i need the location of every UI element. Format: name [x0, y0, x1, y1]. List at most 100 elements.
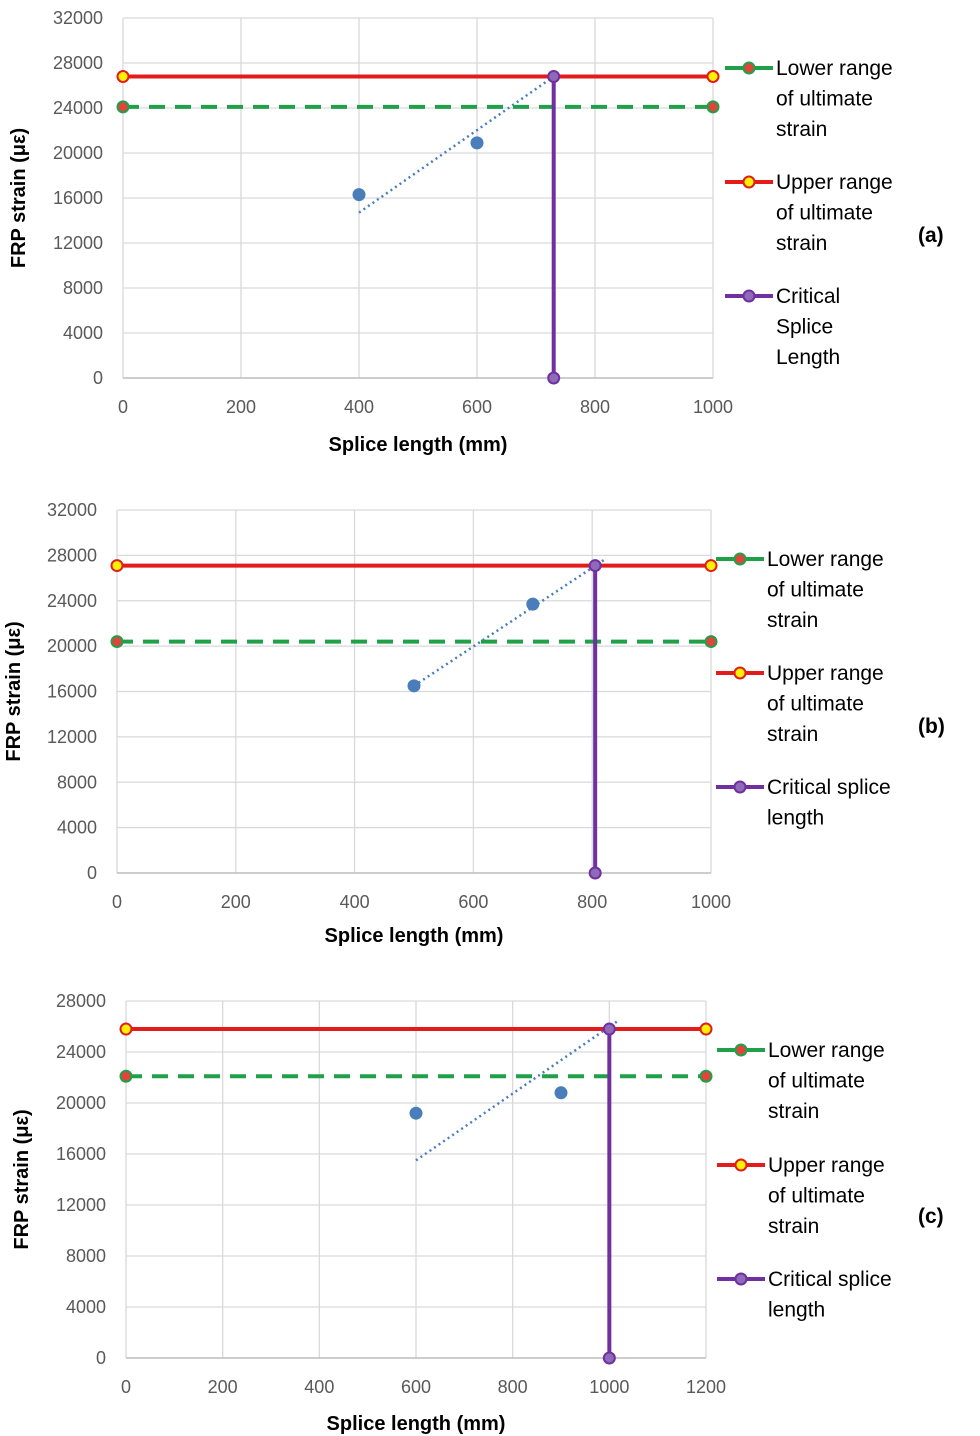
legend-label: length — [768, 1299, 825, 1322]
series-marker — [116, 70, 130, 83]
x-tick-label: 0 — [118, 397, 128, 417]
y-tick-label: 4000 — [66, 1297, 106, 1317]
legend-marker — [733, 780, 747, 794]
legend-label: strain — [767, 723, 818, 746]
y-tick-label: 28000 — [47, 545, 97, 565]
legend-label: Critical splice — [767, 776, 891, 799]
y-tick-label: 4000 — [57, 818, 97, 838]
series-marker — [602, 1022, 616, 1036]
y-tick-label: 0 — [87, 863, 97, 883]
y-tick-label: 8000 — [63, 278, 103, 298]
x-tick-label: 1000 — [691, 892, 731, 912]
legend-label: Upper range — [776, 171, 893, 194]
legend-marker — [734, 1272, 748, 1286]
y-tick-label: 20000 — [53, 143, 103, 163]
trendline — [358, 75, 555, 214]
x-tick-label: 800 — [498, 1377, 528, 1397]
series-marker — [699, 1022, 713, 1036]
legend-marker — [734, 1158, 748, 1172]
legend-marker — [742, 175, 756, 189]
legend-label: of ultimate — [776, 202, 873, 225]
x-tick-label: 400 — [340, 892, 370, 912]
legend-marker — [733, 666, 747, 680]
trendline — [415, 1019, 620, 1162]
x-tick-label: 1000 — [693, 397, 733, 417]
x-tick-label: 1000 — [589, 1377, 629, 1397]
data-point — [409, 1106, 423, 1120]
y-tick-label: 32000 — [53, 8, 103, 28]
series-marker — [704, 635, 718, 649]
chart-panel: 0 4000 8000 12000 16000 20000 24000 28000 0 200 40… — [11, 991, 944, 1435]
series-marker — [116, 100, 130, 114]
legend-label: of ultimate — [767, 693, 864, 716]
x-tick-label: 800 — [577, 892, 607, 912]
series-marker — [110, 635, 124, 649]
data-point — [407, 679, 421, 693]
legend-marker — [742, 289, 756, 303]
legend-label: Lower range — [776, 57, 893, 80]
x-tick-label: 400 — [344, 397, 374, 417]
series-marker — [704, 559, 718, 573]
series-marker — [588, 866, 602, 880]
legend-label: strain — [776, 118, 827, 141]
x-axis-title: Splice length (mm) — [327, 1413, 506, 1435]
y-tick-label: 0 — [93, 368, 103, 388]
data-point — [554, 1086, 568, 1100]
y-tick-label: 32000 — [47, 500, 97, 520]
x-tick-label: 400 — [304, 1377, 334, 1397]
series-marker — [547, 371, 561, 385]
x-axis-title: Splice length (mm) — [329, 434, 508, 456]
y-tick-label: 24000 — [47, 591, 97, 611]
x-tick-label: 600 — [458, 892, 488, 912]
x-axis-title: Splice length (mm) — [325, 925, 504, 947]
series-marker — [602, 1351, 616, 1365]
series-marker — [699, 1069, 713, 1083]
series-marker — [547, 70, 561, 83]
series-marker — [119, 1069, 133, 1083]
y-tick-label: 4000 — [63, 323, 103, 343]
legend-marker — [742, 61, 756, 75]
y-tick-label: 12000 — [53, 233, 103, 253]
legend-label: of ultimate — [768, 1070, 865, 1093]
y-tick-label: 20000 — [56, 1093, 106, 1113]
panel-label: (b) — [918, 715, 945, 738]
y-tick-label: 0 — [96, 1348, 106, 1368]
legend-label: Critical — [776, 285, 840, 308]
y-tick-label: 12000 — [56, 1195, 106, 1215]
legend-label: of ultimate — [776, 88, 873, 111]
y-tick-label: 28000 — [53, 53, 103, 73]
series-marker — [110, 559, 124, 573]
y-tick-label: 16000 — [47, 682, 97, 702]
x-tick-label: 600 — [462, 397, 492, 417]
legend-label: strain — [776, 232, 827, 255]
chart-panel: 0 4000 8000 12000 16000 20000 24000 28000 32000 0… — [8, 8, 944, 456]
y-tick-label: 16000 — [56, 1144, 106, 1164]
y-tick-label: 20000 — [47, 636, 97, 656]
legend-label: Lower range — [768, 1039, 885, 1062]
legend-label: Lower range — [767, 548, 884, 571]
x-tick-label: 200 — [208, 1377, 238, 1397]
legend-label: strain — [767, 609, 818, 632]
legend-marker — [733, 552, 747, 566]
series-marker — [706, 70, 720, 83]
y-tick-label: 16000 — [53, 188, 103, 208]
legend-label: length — [767, 807, 824, 830]
data-point — [470, 136, 484, 150]
panel-label: (a) — [918, 224, 944, 247]
y-tick-label: 12000 — [47, 727, 97, 747]
x-tick-label: 600 — [401, 1377, 431, 1397]
y-tick-label: 8000 — [66, 1246, 106, 1266]
legend-label: strain — [768, 1215, 819, 1238]
legend-label: of ultimate — [767, 579, 864, 602]
trendline — [413, 558, 605, 687]
x-tick-label: 800 — [580, 397, 610, 417]
data-point — [526, 597, 540, 611]
x-tick-label: 200 — [226, 397, 256, 417]
series-marker — [706, 100, 720, 114]
y-tick-label: 8000 — [57, 772, 97, 792]
legend-label: strain — [768, 1100, 819, 1123]
legend-label: of ultimate — [768, 1185, 865, 1208]
y-tick-label: 24000 — [53, 98, 103, 118]
series-marker — [119, 1022, 133, 1036]
